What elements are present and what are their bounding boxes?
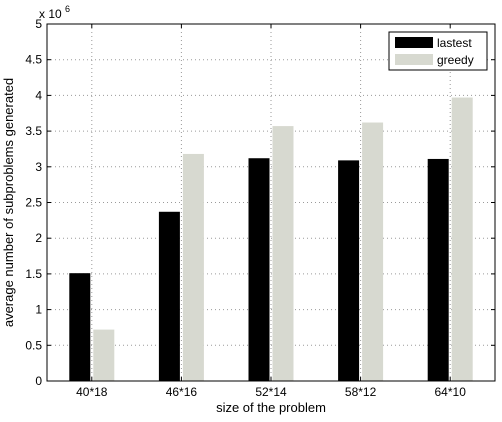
bar-lastest-52*14 (248, 158, 270, 381)
y-tick-label: 2 (35, 231, 42, 245)
x-tick-label: 46*16 (166, 385, 198, 399)
y-tick-label: 0 (35, 374, 42, 388)
x-tick-label: 58*12 (345, 385, 377, 399)
x-tick-label: 52*14 (255, 385, 287, 399)
bars (69, 97, 473, 382)
bar-greedy-58*12 (362, 122, 384, 382)
x-tick-label: 40*18 (76, 385, 108, 399)
y-axis-label: average number of subproblems generated (1, 78, 16, 327)
legend: lastest greedy (388, 31, 488, 71)
y-tick-label: 3 (35, 160, 42, 174)
y-tick-label: 4.5 (25, 53, 42, 67)
y-tick-label: 1.5 (25, 267, 42, 281)
y-scale-exponent: 6 (65, 4, 70, 14)
legend-label-lastest: lastest (437, 36, 472, 50)
y-tick-label: 1 (35, 303, 42, 317)
y-tick-label: 2.5 (25, 196, 42, 210)
bar-greedy-52*14 (272, 126, 294, 382)
y-tick-label: 3.5 (25, 124, 42, 138)
bar-lastest-64*10 (427, 158, 449, 381)
legend-label-greedy: greedy (437, 53, 474, 67)
y-tick-label: 4 (35, 88, 42, 102)
y-tick-label: 5 (35, 17, 42, 31)
x-tick-label: 64*10 (435, 385, 467, 399)
bar-greedy-40*18 (93, 329, 115, 381)
bar-greedy-64*10 (451, 97, 473, 382)
legend-swatch-lastest (395, 37, 433, 48)
bar-greedy-46*16 (182, 153, 204, 381)
legend-swatch-greedy (395, 54, 433, 65)
bar-lastest-58*12 (338, 160, 360, 381)
bar-lastest-46*16 (158, 211, 180, 381)
x-axis-label: size of the problem (216, 400, 326, 415)
grid (47, 24, 495, 381)
bar-lastest-40*18 (69, 273, 91, 381)
y-tick-label: 0.5 (25, 338, 42, 352)
axis-ticks: 0 0.5 1 1.5 2 2.5 3 3.5 4 4.5 5 40*18 46*16 52*14 58*1… (25, 17, 495, 399)
y-scale-multiplier: x 10 (39, 7, 62, 21)
